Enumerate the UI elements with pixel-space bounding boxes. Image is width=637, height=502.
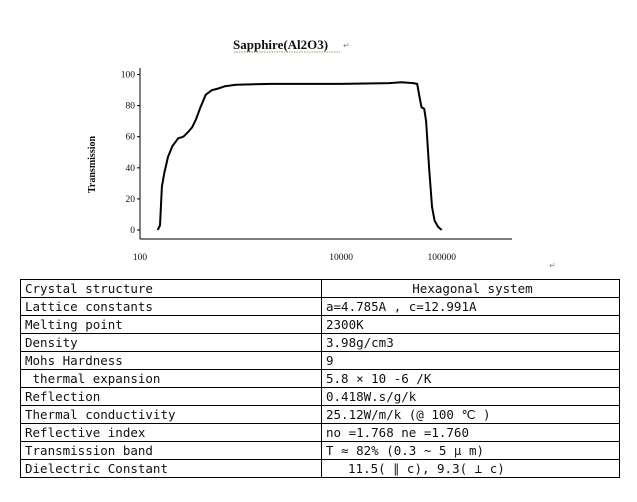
y-tick-label: 60 [126, 133, 136, 143]
property-value: 25.12W/m/k (@ 100 ℃ ) [322, 406, 620, 424]
table-row: Thermal conductivity25.12W/m/k (@ 100 ℃ … [21, 406, 620, 424]
property-name: thermal expansion [21, 370, 322, 388]
table-row: Mohs Hardness9 [21, 352, 620, 370]
property-value: 0.418W.s/g/k [322, 388, 620, 406]
x-tick-label: 10000 [329, 253, 353, 263]
property-value: 3.98g/cm3 [322, 334, 620, 352]
table-row: Melting point2300K [21, 316, 620, 334]
property-name: Crystal structure [21, 280, 322, 298]
table-row: Lattice constantsa=4.785A , c=12.991A [21, 298, 620, 316]
table-row: Dielectric Constant11.5( ∥ c), 9.3( ⊥ c) [21, 460, 620, 478]
y-tick-label: 20 [126, 195, 136, 205]
table-row: thermal expansion5.8 × 10 -6 /K [21, 370, 620, 388]
property-value: 9 [322, 352, 620, 370]
table-row: Reflection0.418W.s/g/k [21, 388, 620, 406]
y-tick-label: 0 [130, 226, 135, 236]
paragraph-mark: ↵ [343, 41, 350, 50]
property-value: 11.5( ∥ c), 9.3( ⊥ c) [322, 460, 620, 478]
property-name: Lattice constants [21, 298, 322, 316]
property-value: Hexagonal system [322, 280, 620, 298]
table-row: Transmission bandT ≈ 82% (0.3 ~ 5 μ m) [21, 442, 620, 460]
chart-title: Sapphire(Al2O3) [233, 37, 328, 52]
property-name: Thermal conductivity [21, 406, 322, 424]
y-tick-label: 100 [121, 71, 136, 81]
property-name: Transmission band [21, 442, 322, 460]
property-value: a=4.785A , c=12.991A [322, 298, 620, 316]
property-value: 5.8 × 10 -6 /K [322, 370, 620, 388]
property-name: Density [21, 334, 322, 352]
property-value: T ≈ 82% (0.3 ~ 5 μ m) [322, 442, 620, 460]
property-name: Mohs Hardness [21, 352, 322, 370]
table-row: Density3.98g/cm3 [21, 334, 620, 352]
x-tick-label: 100 [133, 253, 148, 263]
table-row: Reflective indexno =1.768 ne =1.760 [21, 424, 620, 442]
y-axis-label: Transmission [87, 136, 98, 193]
y-tick-label: 40 [126, 164, 136, 174]
property-name: Melting point [21, 316, 322, 334]
property-value: 2300K [322, 316, 620, 334]
table-row: Crystal structureHexagonal system [21, 280, 620, 298]
properties-table: Crystal structureHexagonal systemLattice… [20, 279, 620, 478]
paragraph-mark: ↵ [549, 261, 556, 270]
property-name: Reflective index [21, 424, 322, 442]
y-tick-label: 80 [126, 102, 136, 112]
property-name: Reflection [21, 388, 322, 406]
transmission-chart: Sapphire(Al2O3) Transmission 0 20 40 60 80 10… [0, 0, 637, 272]
property-name: Dielectric Constant [21, 460, 322, 478]
x-tick-label: 100000 [427, 253, 456, 263]
property-value: no =1.768 ne =1.760 [322, 424, 620, 442]
transmission-curve [158, 82, 442, 230]
